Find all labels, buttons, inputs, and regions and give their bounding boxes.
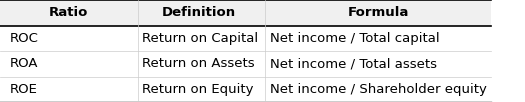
Text: ROE: ROE — [10, 83, 38, 96]
Text: Net income / Total capital: Net income / Total capital — [270, 32, 440, 45]
Text: ROA: ROA — [10, 57, 38, 70]
Text: Definition: Definition — [162, 6, 236, 19]
Text: Net income / Total assets: Net income / Total assets — [270, 57, 437, 70]
Text: ROC: ROC — [10, 32, 39, 45]
Text: Formula: Formula — [348, 6, 409, 19]
Text: Return on Assets: Return on Assets — [142, 57, 255, 70]
Text: Return on Equity: Return on Equity — [142, 83, 254, 96]
FancyBboxPatch shape — [0, 0, 491, 26]
Text: Net income / Shareholder equity: Net income / Shareholder equity — [270, 83, 487, 96]
Text: Return on Capital: Return on Capital — [142, 32, 259, 45]
Text: Ratio: Ratio — [49, 6, 88, 19]
